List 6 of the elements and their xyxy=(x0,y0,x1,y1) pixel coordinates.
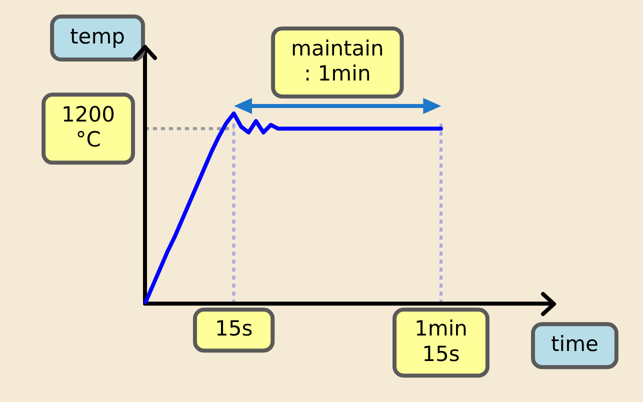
text: maintain : 1min xyxy=(291,36,384,86)
x-tick-label: 15s xyxy=(214,316,253,341)
y-axis-title: temp xyxy=(70,24,126,48)
x-axis-title: time xyxy=(550,332,598,356)
x-tick-label: 1min 15s xyxy=(414,316,468,366)
ref-line-label: 1200 °C xyxy=(62,102,116,152)
